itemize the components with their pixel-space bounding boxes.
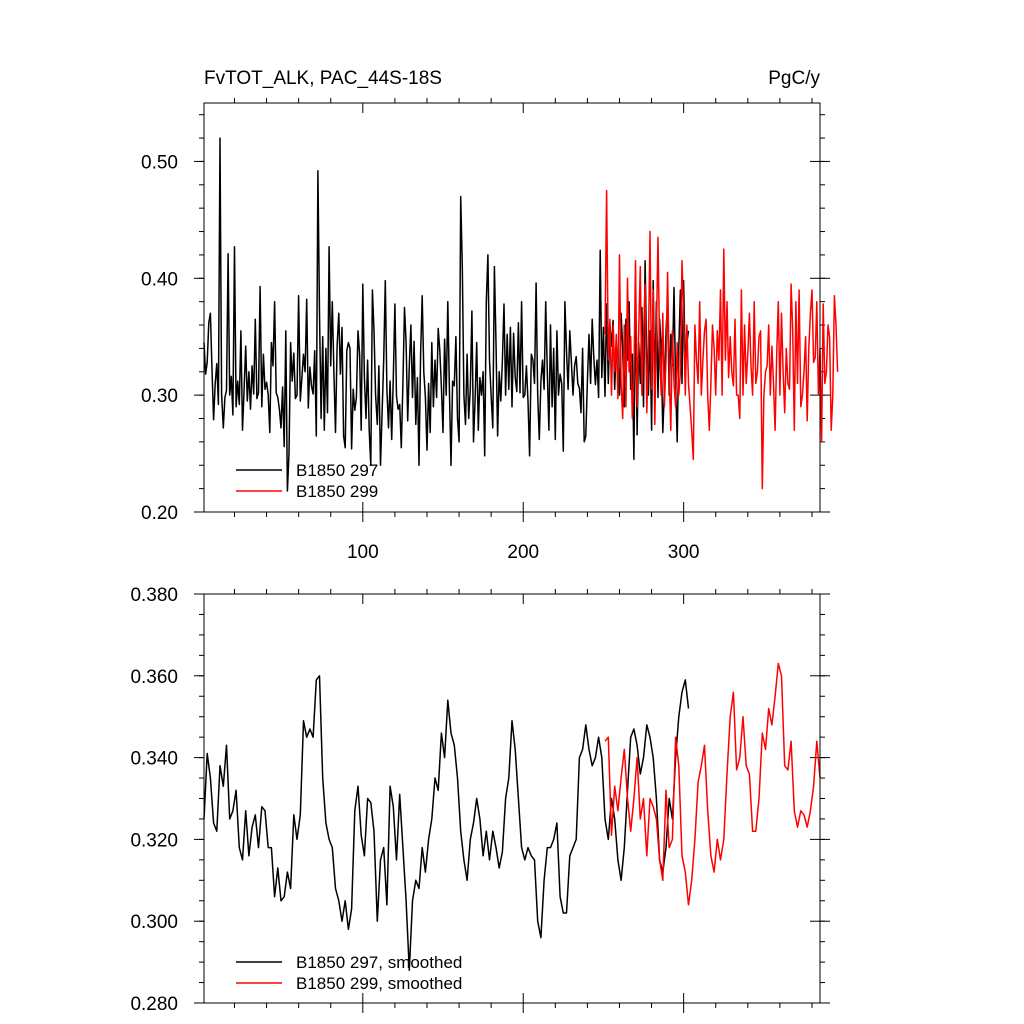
legend-label-297: B1850 297	[296, 461, 378, 480]
y-tick-label: 0.280	[130, 994, 178, 1015]
y-tick-label: 0.30	[141, 386, 178, 407]
x-tick-label: 200	[507, 542, 539, 563]
legend-label-299-smoothed: B1850 299, smoothed	[296, 974, 462, 993]
bottom-ticks: 0.280 0.300 0.320 0.340 0.360 0.380	[130, 585, 830, 1015]
y-tick-label: 0.20	[141, 503, 178, 524]
y-tick-label: 0.300	[130, 912, 178, 933]
series-line-0	[203, 675, 690, 972]
top-plot-frame	[203, 102, 821, 513]
panel-top: FvTOT_ALK, PAC_44S-18S PgC/y 100 200 300 0.…	[141, 68, 839, 563]
series-line-0	[203, 137, 690, 492]
series-line-1	[604, 189, 839, 490]
chart-title-left: FvTOT_ALK, PAC_44S-18S	[204, 68, 442, 89]
panel-bottom: 0.280 0.300 0.320 0.340 0.360 0.380 B1850 297…	[130, 585, 830, 1015]
y-tick-label: 0.50	[141, 152, 178, 173]
y-tick-label: 0.320	[130, 830, 178, 851]
top-series-group	[203, 137, 839, 492]
y-tick-label: 0.380	[130, 585, 178, 606]
x-tick-label: 100	[347, 542, 379, 563]
bottom-legend: B1850 297, smoothed B1850 299, smoothed	[236, 953, 462, 993]
bottom-plot-frame	[203, 593, 821, 1004]
top-ticks: 100 200 300 0.20 0.30 0.40 0.50	[141, 98, 830, 563]
top-legend: B1850 297 B1850 299	[236, 461, 378, 501]
y-tick-label: 0.340	[130, 749, 178, 770]
legend-label-297-smoothed: B1850 297, smoothed	[296, 953, 462, 972]
x-tick-label: 300	[668, 542, 700, 563]
chart-title-right: PgC/y	[768, 68, 820, 89]
bottom-series-group	[203, 662, 821, 972]
y-tick-label: 0.360	[130, 667, 178, 688]
legend-label-299: B1850 299	[296, 482, 378, 501]
y-tick-label: 0.40	[141, 269, 178, 290]
series-line-1	[604, 662, 821, 906]
